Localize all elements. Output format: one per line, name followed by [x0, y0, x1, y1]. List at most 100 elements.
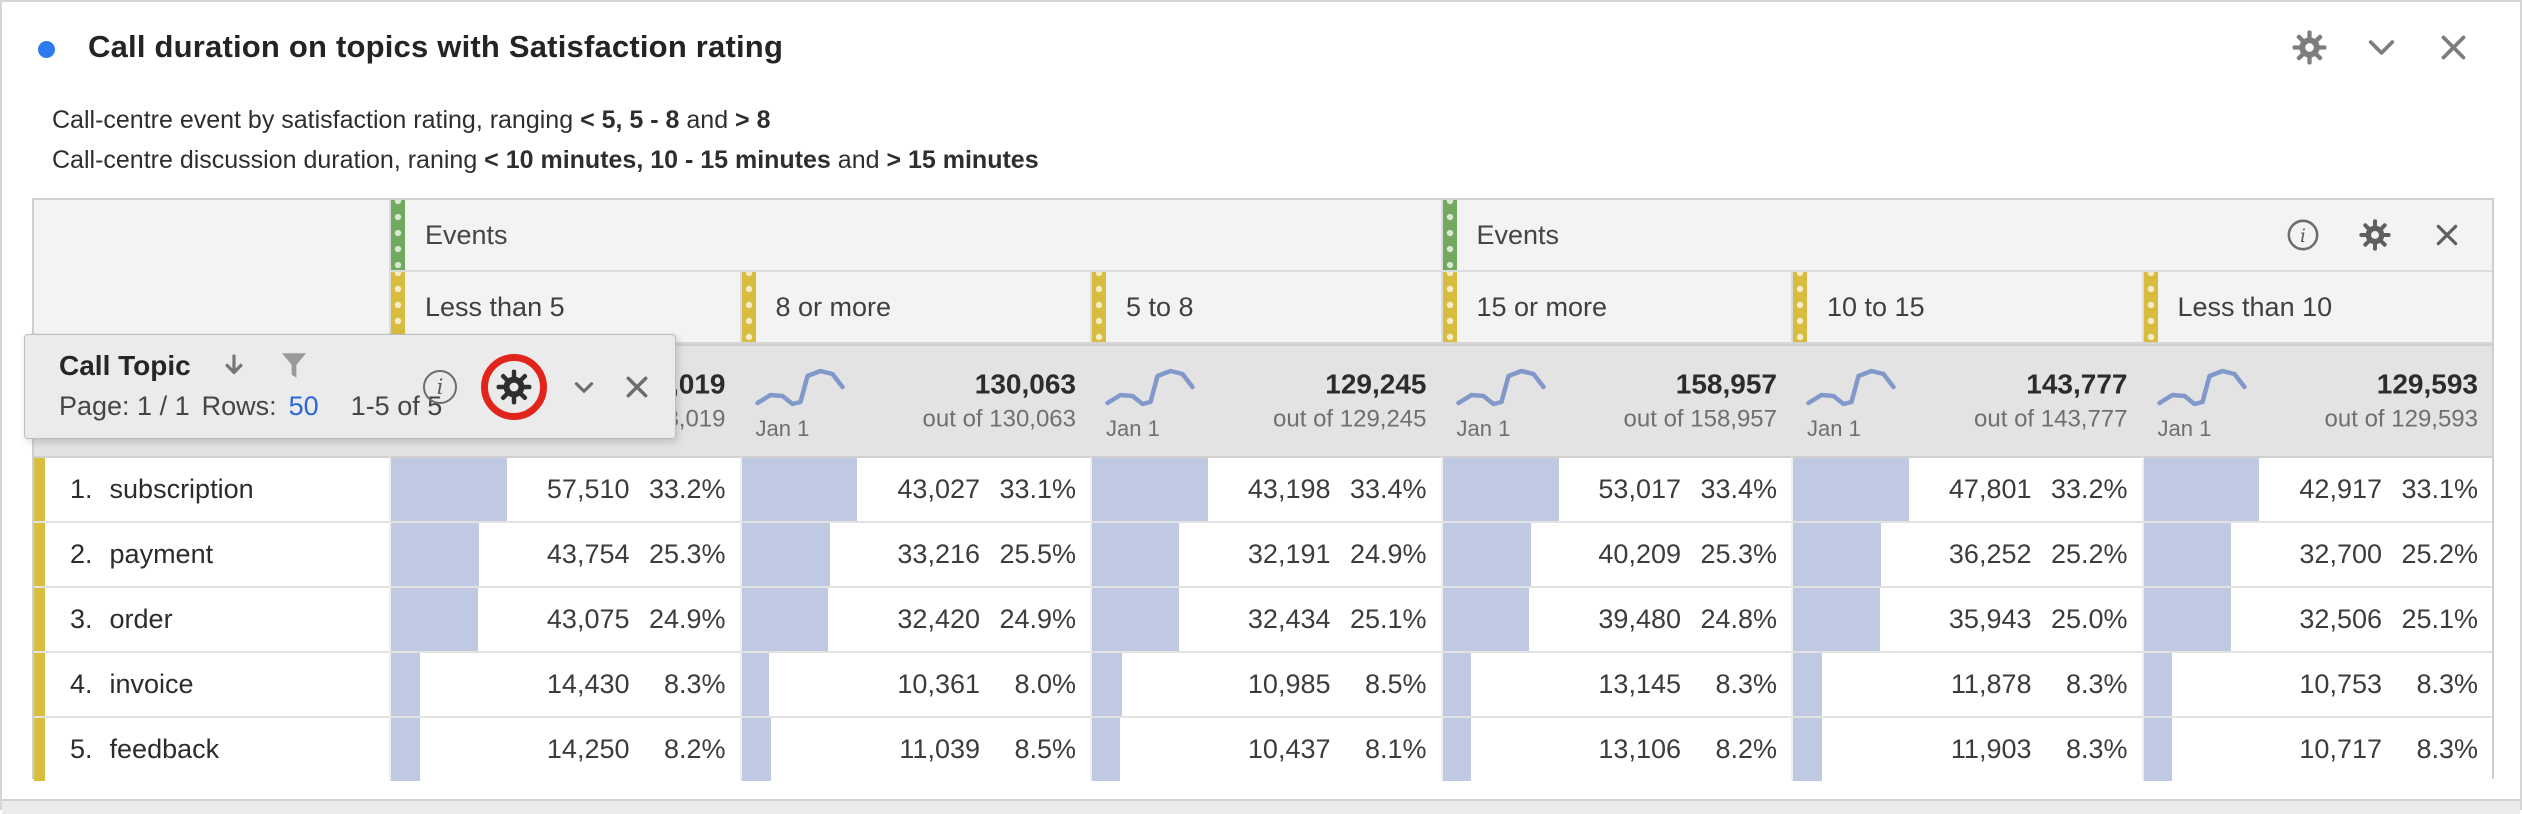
chevron-down-icon[interactable]: [571, 374, 597, 400]
yellow-segment-strip: [1793, 272, 1807, 342]
rows-per-page-value[interactable]: 50: [289, 391, 319, 422]
yellow-segment-strip: [742, 272, 756, 342]
column-total: 143,777: [1974, 369, 2127, 401]
cell-value: 42,917: [2299, 474, 2382, 505]
column-total: 129,593: [2325, 369, 2478, 401]
sparkline-chart: [2154, 362, 2254, 414]
cell-bar: [1092, 523, 1179, 586]
cell-value: 36,252: [1949, 539, 2032, 570]
row-header-feedback[interactable]: 5.feedback: [34, 716, 389, 781]
horizontal-scrollbar[interactable]: [2, 799, 2520, 814]
panel-description: Call-centre event by satisfaction rating…: [52, 100, 1039, 180]
column-header-10-to-15[interactable]: 10 to 15: [1791, 272, 2142, 344]
cell-percent: 25.5%: [980, 539, 1076, 570]
row-label: invoice: [110, 669, 194, 700]
row-header-subscription[interactable]: 1.subscription: [34, 456, 389, 521]
cell-value: 43,754: [547, 539, 630, 570]
cell-value: 43,198: [1248, 474, 1331, 505]
cell-bar: [391, 588, 478, 651]
cell-bar: [1793, 653, 1822, 716]
filter-icon[interactable]: [277, 349, 311, 383]
cell-percent: 8.1%: [1331, 734, 1427, 765]
cell-bar: [2144, 588, 2231, 651]
column-header-5-to-8[interactable]: 5 to 8: [1090, 272, 1441, 344]
cell-value: 13,145: [1598, 669, 1681, 700]
yellow-segment-strip: [391, 272, 405, 342]
column-header-8-or-more[interactable]: 8 or more: [740, 272, 1091, 344]
close-icon[interactable]: [2428, 216, 2466, 254]
gear-icon[interactable]: [2290, 28, 2328, 66]
metric-group-header-events-1[interactable]: Events: [389, 200, 1441, 272]
chevron-down-icon[interactable]: [2362, 28, 2400, 66]
row-header-payment[interactable]: 2.payment: [34, 521, 389, 586]
sparkline-label: Jan 1: [1457, 416, 1511, 442]
column-total: 158,957: [1624, 369, 1777, 401]
row-rank: 5.: [70, 734, 93, 765]
cell-value: 33,216: [897, 539, 980, 570]
sparkline-label: Jan 1: [2158, 416, 2212, 442]
column-total: 130,063: [923, 369, 1076, 401]
close-icon[interactable]: [2434, 28, 2472, 66]
cell-bar: [742, 718, 772, 781]
row-rank: 4.: [70, 669, 93, 700]
metric-group-header-events-2[interactable]: Events i: [1441, 200, 2493, 272]
row-header-invoice[interactable]: 4. invoice: [34, 651, 389, 716]
cell-percent: 8.3%: [2382, 734, 2478, 765]
column-label: Less than 10: [2178, 292, 2333, 323]
column-header-less-than-10[interactable]: Less than 10: [2142, 272, 2493, 344]
cell-bar: [1092, 653, 1122, 716]
green-dimension-strip: [391, 200, 405, 270]
cell-value: 32,191: [1248, 539, 1331, 570]
cell-value: 32,434: [1248, 604, 1331, 635]
row-header-order[interactable]: 3.order: [34, 586, 389, 651]
panel-title: Call duration on topics with Satisfactio…: [88, 29, 783, 65]
sort-descending-icon[interactable]: [219, 351, 249, 381]
cell-bar: [742, 588, 829, 651]
cell-bar: [1793, 718, 1822, 781]
gear-icon[interactable]: [2356, 216, 2394, 254]
cell-percent: 24.8%: [1681, 604, 1777, 635]
cell-percent: 24.9%: [980, 604, 1076, 635]
info-icon[interactable]: i: [2284, 216, 2322, 254]
table-corner-cell: [34, 200, 389, 344]
info-icon[interactable]: i: [423, 370, 457, 404]
column-header-15-or-more[interactable]: 15 or more: [1441, 272, 1792, 344]
cell-value: 47,801: [1949, 474, 2032, 505]
close-icon[interactable]: [621, 371, 653, 403]
